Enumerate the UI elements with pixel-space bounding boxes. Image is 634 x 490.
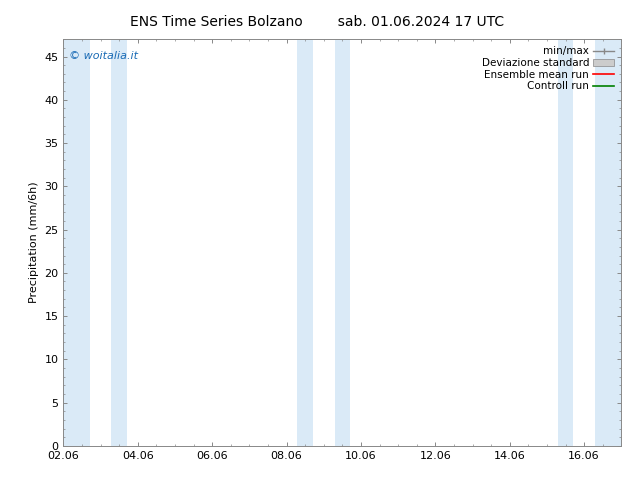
Bar [112,39,127,446]
Legend: min/max, Deviazione standard, Ensemble mean run, Controll run: min/max, Deviazione standard, Ensemble m… [479,45,616,93]
Y-axis label: Precipitation (mm/6h): Precipitation (mm/6h) [29,182,39,303]
Bar [595,39,621,446]
Bar [335,39,350,446]
Text: © woitalia.it: © woitalia.it [69,51,138,61]
Bar [297,39,313,446]
Bar [63,39,90,446]
Bar [558,39,573,446]
Text: ENS Time Series Bolzano        sab. 01.06.2024 17 UTC: ENS Time Series Bolzano sab. 01.06.2024 … [130,15,504,29]
